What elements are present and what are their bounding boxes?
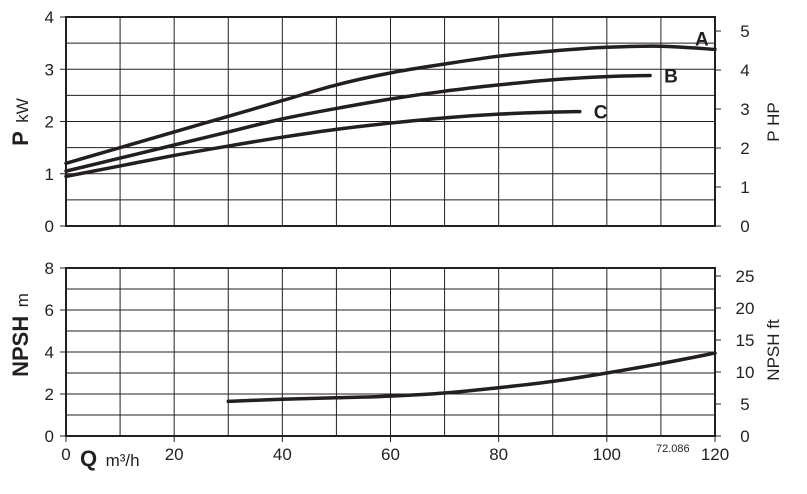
x-tick-label: 20 [165, 445, 184, 464]
y2-tick-label: 10 [736, 363, 755, 382]
curve-label-b: B [664, 67, 678, 88]
curves [64, 44, 717, 404]
y2-tick-label: 2 [740, 139, 749, 158]
curve-labels: AB C [594, 29, 709, 123]
reference-code: 72.086 [656, 443, 690, 455]
power-axis-title: P kW [8, 98, 33, 146]
y-tick-label: 4 [45, 8, 54, 27]
y2-tick-label: 5 [740, 395, 749, 414]
y-tick-label: 6 [45, 301, 54, 320]
y2-tick-label: 15 [736, 331, 755, 350]
y-tick-label: 3 [45, 60, 54, 79]
curve-c [64, 109, 582, 179]
x-tick-label: 100 [593, 445, 621, 464]
y-tick-label: 0 [45, 217, 54, 236]
y2-tick-label: 20 [736, 299, 755, 318]
y2-tick-label: 1 [740, 178, 749, 197]
x-tick-label: 0 [61, 445, 70, 464]
y2-tick-label: 3 [740, 100, 749, 119]
curve-label-c: C [594, 103, 608, 124]
y2-tick-label: 0 [740, 427, 749, 446]
npsh-ft-axis-title: NPSH ft [764, 319, 783, 381]
npsh-curve [226, 351, 717, 404]
x-tick-label: 120 [701, 445, 729, 464]
y-tick-label: 2 [45, 113, 54, 132]
x-tick-label: 80 [489, 445, 508, 464]
x-tick-label: 40 [273, 445, 292, 464]
y2-tick-label: 5 [740, 22, 749, 41]
y2-tick-label: 25 [736, 267, 755, 286]
x-tick-label: 60 [381, 445, 400, 464]
y-tick-label: 8 [45, 259, 54, 278]
curve-b [64, 73, 652, 173]
y2-tick-label: 4 [740, 61, 749, 80]
y-tick-label: 2 [45, 385, 54, 404]
flow-axis-title: Q m³/h [80, 446, 140, 471]
y-tick-label: 1 [45, 165, 54, 184]
npsh-axis-title: NPSH m [8, 293, 33, 377]
y-tick-label: 0 [45, 427, 54, 446]
curve-label-a: A [695, 29, 709, 50]
y-tick-label: 4 [45, 343, 54, 362]
grid-lines [66, 17, 715, 436]
y2-tick-label: 0 [740, 217, 749, 236]
curve-a [64, 44, 717, 166]
power-hp-axis-title: P HP [764, 102, 783, 141]
